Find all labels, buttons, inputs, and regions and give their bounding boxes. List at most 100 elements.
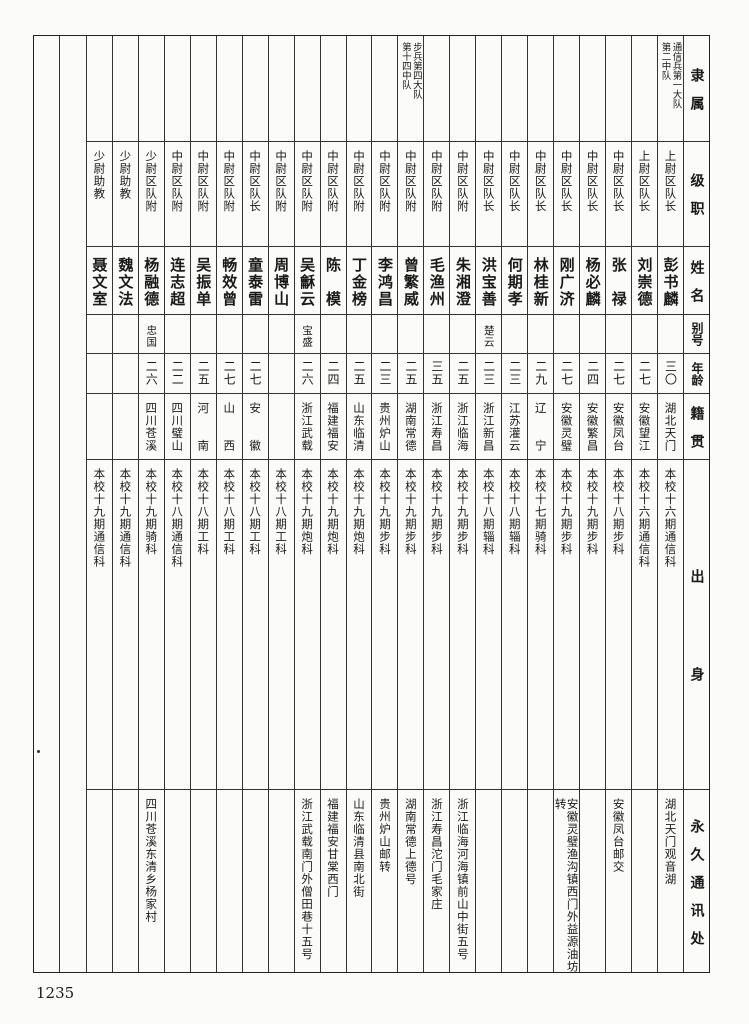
- origin-text: 本校十八期工科: [196, 468, 211, 556]
- name-text: 林桂新: [531, 257, 550, 308]
- header-native: 籍 贯: [684, 393, 709, 459]
- address-cell: 浙江临海河海镇前山中街五号: [450, 789, 476, 974]
- rank-cell: 中尉区队附: [320, 141, 346, 246]
- native-text: 浙江寿昌: [429, 402, 444, 452]
- rank-cell: 中尉区队附: [216, 141, 242, 246]
- rank-cell: 少尉助教: [112, 141, 138, 246]
- rank-text: 中尉区队长: [585, 150, 600, 213]
- name-cell: 曾繁威: [398, 246, 424, 314]
- person-column: 中尉区队长张 禄二七 安徽凤台 本校十八期步科 安徽凤台邮交: [605, 36, 632, 974]
- address-cell: 浙江寿昌沱门毛家庄: [424, 789, 450, 974]
- rank-cell: 中尉区队附: [294, 141, 320, 246]
- origin-text: 本校十九期通信科: [118, 468, 133, 568]
- origin-text: 本校十八期辎科: [481, 468, 496, 556]
- unit-cell: [476, 36, 501, 141]
- age-cell: 二六: [294, 353, 320, 393]
- age-text: 二七: [248, 360, 263, 386]
- age-cell: 二四: [320, 353, 346, 393]
- age-text: 二三: [377, 360, 392, 386]
- address-cell: [580, 789, 606, 974]
- unit-cell: [528, 36, 553, 141]
- unit-text: 通信兵第一大队 第二中队: [659, 42, 682, 109]
- age-cell: 三〇: [658, 353, 683, 393]
- blank-column: [59, 36, 84, 972]
- age-cell: [86, 353, 112, 393]
- age-text: 二五: [403, 360, 418, 386]
- name-text: 曾繁威: [401, 257, 420, 308]
- unit-cell: 步兵第四大队 第十四中队: [398, 36, 423, 141]
- alias-cell: [528, 314, 554, 353]
- name-text: 连志超: [168, 257, 187, 308]
- native-cell: 山东临清: [346, 393, 372, 459]
- origin-cell: 本校十八期工科: [242, 459, 268, 789]
- address-cell: [86, 789, 112, 974]
- native-cell: 河 南: [190, 393, 216, 459]
- header-native-label: 籍 贯: [688, 405, 705, 448]
- rank-cell: 少尉助教: [86, 141, 112, 246]
- age-text: 二五: [196, 360, 211, 386]
- origin-text: 本校十九期步科: [455, 468, 470, 556]
- age-cell: 二七: [632, 353, 658, 393]
- alias-cell: [658, 314, 683, 353]
- person-column: 中尉区队长 洪宝善 楚云 二三 浙江新昌 本校十八期辎科: [475, 36, 502, 972]
- age-text: 二六: [300, 360, 315, 386]
- native-cell: 湖北天门: [658, 393, 683, 459]
- person-column: 中尉区队附 吴振单 二五河 南本校十八期工科: [189, 36, 216, 972]
- origin-text: 本校十九期步科: [403, 468, 418, 556]
- page-number: 1235: [36, 984, 75, 1002]
- native-text: 四川苍溪: [144, 402, 159, 452]
- age-text: 三五: [429, 360, 444, 386]
- native-text: 四川璧山: [170, 402, 185, 452]
- native-cell: 福建福安: [320, 393, 346, 459]
- rank-cell: 中尉区队长: [554, 141, 580, 246]
- address-text: 湖南常德上德号: [403, 798, 418, 886]
- origin-text: 本校十六期通信科: [663, 468, 678, 568]
- native-cell: 安徽凤台: [606, 393, 632, 459]
- unit-cell: [424, 36, 449, 141]
- origin-text: 本校十八期工科: [222, 468, 237, 556]
- age-text: 二五: [455, 360, 470, 386]
- rank-text: 少尉区队附: [144, 150, 159, 213]
- address-cell: [112, 789, 138, 974]
- alias-cell: [554, 314, 580, 353]
- name-text: 周博山: [272, 257, 291, 308]
- name-text: 畅效曾: [220, 257, 239, 308]
- alias-cell: [632, 314, 658, 353]
- header-alias-label: 别号: [690, 322, 704, 346]
- name-text: 丁金榜: [349, 257, 368, 308]
- unit-cell: [502, 36, 527, 141]
- header-origin-label: 出 身: [688, 568, 705, 681]
- rank-text: 中尉区队附: [300, 150, 315, 213]
- alias-cell: [424, 314, 450, 353]
- name-text: 毛渔州: [427, 257, 446, 308]
- origin-text: 本校十九期炮科: [300, 468, 315, 556]
- address-cell: 安徽凤台邮交: [606, 789, 632, 974]
- rank-text: 中尉区队附: [429, 150, 444, 213]
- address-cell: 山东临清县南北街: [346, 789, 372, 974]
- rank-text: 中尉区队附: [455, 150, 470, 213]
- person-column: 中尉区队长 童泰雷 二七安 徽本校十八期工科: [241, 36, 268, 972]
- address-text: 四川苍溪东清乡杨家村: [144, 798, 159, 923]
- age-text: 二七: [222, 360, 237, 386]
- origin-cell: 本校十八期辎科: [476, 459, 502, 789]
- age-cell: 二七: [606, 353, 632, 393]
- rank-cell: 少尉区队附: [138, 141, 164, 246]
- address-cell: 湖南常德上德号: [398, 789, 424, 974]
- native-text: 安徽望江: [637, 402, 652, 452]
- origin-cell: 本校十九期炮科: [320, 459, 346, 789]
- rank-text: 中尉区队长: [559, 150, 574, 213]
- origin-cell: 本校十八期通信科: [164, 459, 190, 789]
- native-cell: [268, 393, 294, 459]
- name-text: 张 禄: [609, 257, 628, 308]
- age-text: 二七: [611, 360, 626, 386]
- age-cell: 二五: [346, 353, 372, 393]
- name-cell: 陈 模: [320, 246, 346, 314]
- rank-cell: 中尉区队附: [164, 141, 190, 246]
- age-cell: 三五: [424, 353, 450, 393]
- name-text: 刘崇德: [635, 257, 654, 308]
- origin-cell: 本校十九期炮科: [346, 459, 372, 789]
- native-cell: [86, 393, 112, 459]
- age-text: 二六: [144, 360, 159, 386]
- address-cell: 浙江武载南门外僧田巷十五号: [294, 789, 320, 974]
- origin-text: 本校十八期通信科: [170, 468, 185, 568]
